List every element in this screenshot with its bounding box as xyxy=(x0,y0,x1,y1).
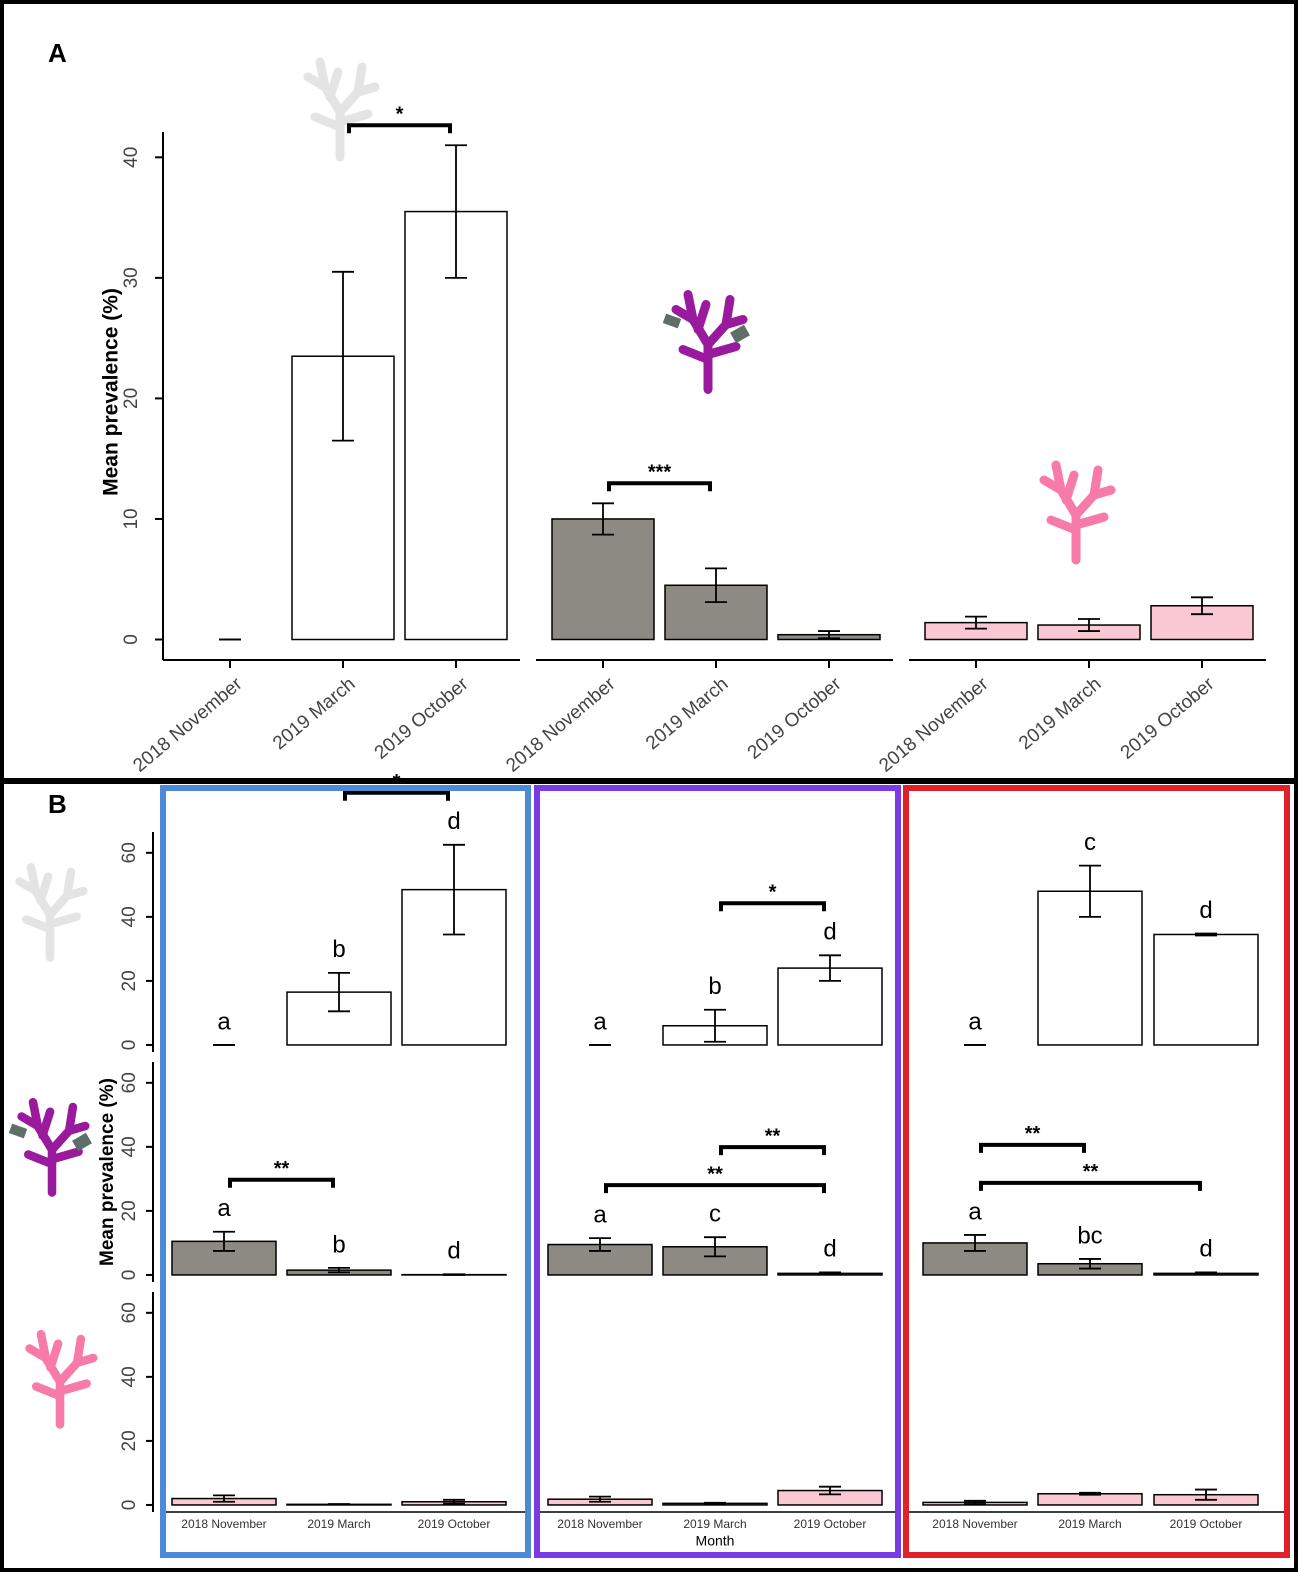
y-tick-label: 40 xyxy=(119,906,140,927)
x-tick-label: 2019 October xyxy=(794,1517,867,1531)
y-tick-label: 0 xyxy=(121,634,142,645)
significance-label: ** xyxy=(765,1125,781,1147)
y-tick-label: 60 xyxy=(119,1072,140,1093)
significance-bracket xyxy=(609,483,710,491)
y-tick-label: 60 xyxy=(119,1302,140,1323)
group-letter: c xyxy=(1084,829,1096,856)
y-tick-label: 0 xyxy=(119,1040,140,1051)
group-letter: d xyxy=(823,1236,836,1263)
bar xyxy=(552,519,654,640)
x-tick-label: 2019 March xyxy=(1015,674,1105,755)
y-axis-label: Mean prevalence (%) xyxy=(97,1078,118,1266)
significance-bracket xyxy=(721,903,824,911)
x-axis-label: Month xyxy=(696,1533,735,1549)
significance-bracket xyxy=(230,1180,333,1188)
significance-bracket xyxy=(345,793,448,801)
y-tick-label: 10 xyxy=(121,508,142,529)
significance-label: *** xyxy=(648,462,672,484)
group-letter: d xyxy=(1199,897,1212,924)
x-tick-label: 2019 March xyxy=(307,1517,370,1531)
coral-patch xyxy=(9,1124,27,1139)
x-tick-label: 2019 October xyxy=(418,1517,491,1531)
x-tick-label: 2018 November xyxy=(502,673,620,776)
x-tick-label: 2019 March xyxy=(683,1517,746,1531)
x-tick-label: 2019 March xyxy=(1058,1517,1121,1531)
significance-label: ** xyxy=(274,1158,290,1180)
x-tick-label: 2019 March xyxy=(642,674,732,755)
panel-a-frame xyxy=(2,2,1296,780)
coral-icon xyxy=(30,1334,94,1424)
group-letter: a xyxy=(217,1195,231,1222)
significance-bracket xyxy=(981,1183,1200,1191)
significance-bracket xyxy=(981,1145,1084,1153)
group-letter: bc xyxy=(1077,1222,1102,1249)
group-letter: b xyxy=(332,1231,345,1258)
group-letter: d xyxy=(823,919,836,946)
group-letter: c xyxy=(709,1201,721,1228)
x-tick-label: 2018 November xyxy=(129,673,247,776)
coral-icon xyxy=(308,62,375,157)
coral-patch xyxy=(730,325,750,343)
significance-label: ** xyxy=(1083,1161,1099,1183)
y-tick-label: 20 xyxy=(119,1430,140,1451)
x-tick-label: 2019 October xyxy=(1117,673,1219,764)
x-tick-label: 2018 November xyxy=(875,673,993,776)
group-letter: a xyxy=(593,1008,607,1035)
x-tick-label: 2018 November xyxy=(932,1517,1017,1531)
significance-label: * xyxy=(396,104,404,126)
y-tick-label: 20 xyxy=(121,388,142,409)
group-letter: d xyxy=(447,808,460,835)
x-tick-label: 2019 October xyxy=(1170,1517,1243,1531)
x-tick-label: 2019 March xyxy=(269,674,359,755)
y-tick-label: 30 xyxy=(121,267,142,288)
y-tick-label: 60 xyxy=(119,842,140,863)
coral-icon xyxy=(22,1102,86,1192)
x-tick-label: 2019 October xyxy=(371,673,473,764)
significance-bracket xyxy=(349,125,450,133)
coral-icon xyxy=(1044,465,1111,560)
y-tick-label: 0 xyxy=(119,1500,140,1511)
significance-bracket xyxy=(721,1147,824,1155)
group-letter: d xyxy=(1199,1236,1212,1263)
x-tick-label: 2018 November xyxy=(181,1517,266,1531)
y-tick-label: 0 xyxy=(119,1270,140,1281)
group-letter: a xyxy=(968,1198,982,1225)
significance-label: * xyxy=(769,882,777,904)
group-letter: d xyxy=(447,1238,460,1265)
group-letter: b xyxy=(332,936,345,963)
y-tick-label: 20 xyxy=(119,1200,140,1221)
group-letter: a xyxy=(593,1201,607,1228)
significance-bracket xyxy=(606,1185,824,1193)
coral-icon xyxy=(20,867,84,957)
panel-label: B xyxy=(48,789,67,819)
significance-label: ** xyxy=(1025,1123,1041,1145)
x-tick-label: 2018 November xyxy=(557,1517,642,1531)
y-tick-label: 40 xyxy=(119,1366,140,1387)
panel-label: A xyxy=(48,38,67,68)
group-letter: a xyxy=(968,1008,982,1035)
coral-icon xyxy=(676,295,743,390)
y-tick-label: 20 xyxy=(119,970,140,991)
y-tick-label: 40 xyxy=(121,147,142,168)
y-axis-label: Mean prevalence (%) xyxy=(100,288,123,496)
group-letter: b xyxy=(708,973,721,1000)
y-tick-label: 40 xyxy=(119,1136,140,1157)
group-letter: a xyxy=(217,1008,231,1035)
bar xyxy=(1154,934,1258,1044)
significance-label: ** xyxy=(707,1163,723,1185)
x-tick-label: 2019 October xyxy=(744,673,846,764)
